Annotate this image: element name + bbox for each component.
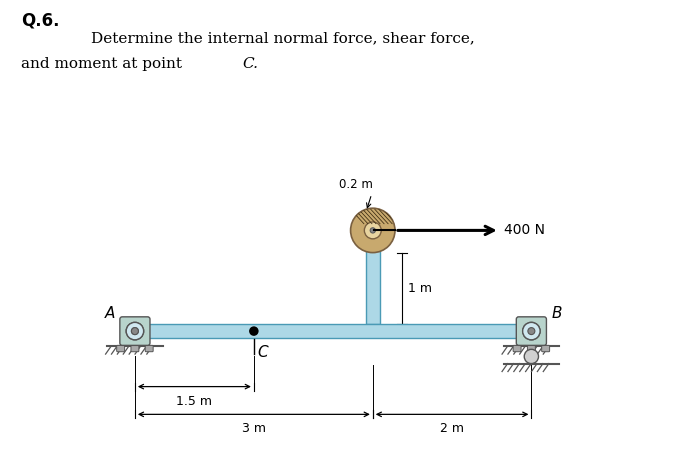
Circle shape [350,208,395,252]
Text: 1 m: 1 m [408,282,433,295]
Bar [366,241,380,324]
FancyBboxPatch shape [513,345,521,352]
FancyBboxPatch shape [528,345,535,352]
FancyBboxPatch shape [145,345,153,352]
Circle shape [524,349,538,364]
Text: C.: C. [243,57,259,71]
Circle shape [126,322,144,340]
Text: 3 m: 3 m [242,422,266,435]
Text: 0.2 m: 0.2 m [339,178,373,191]
Circle shape [126,322,144,340]
FancyBboxPatch shape [120,317,150,345]
Text: Q.6.: Q.6. [21,11,59,30]
Text: Determine the internal normal force, shear force,: Determine the internal normal force, she… [91,32,475,46]
FancyBboxPatch shape [117,345,125,352]
Circle shape [364,222,381,239]
Circle shape [523,322,540,340]
Text: and moment at point: and moment at point [21,57,187,71]
Text: 1.5 m: 1.5 m [177,395,212,408]
Text: 400 N: 400 N [504,223,544,237]
Circle shape [523,322,540,340]
FancyBboxPatch shape [131,345,139,352]
Bar [135,324,531,338]
Text: C: C [257,345,267,360]
Circle shape [249,326,259,336]
Text: A: A [105,306,115,321]
Text: 2 m: 2 m [440,422,464,435]
Circle shape [131,328,138,335]
FancyBboxPatch shape [542,345,549,352]
Circle shape [370,228,376,233]
FancyBboxPatch shape [517,317,547,345]
Circle shape [131,328,138,335]
Circle shape [528,328,535,335]
Text: B: B [551,306,562,321]
